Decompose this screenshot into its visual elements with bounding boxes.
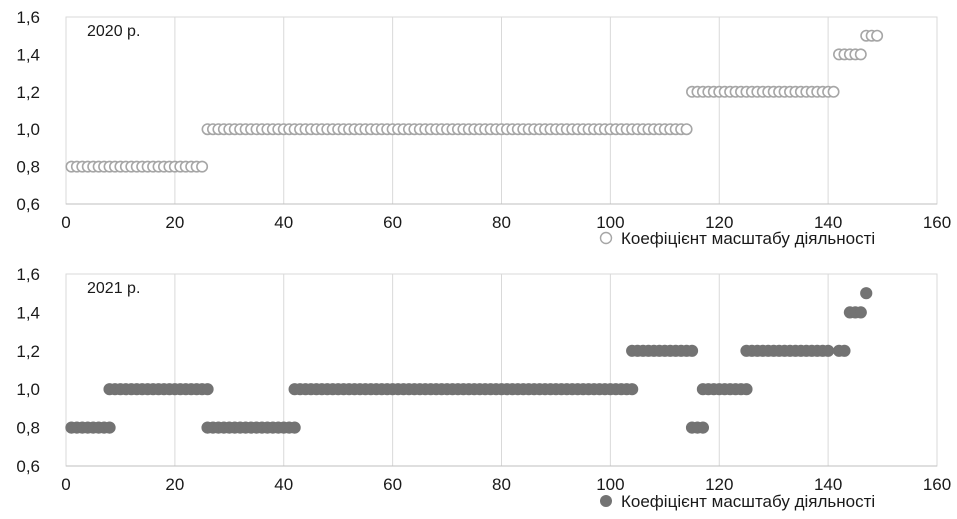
panel-2-x-tick-label: 0: [61, 475, 70, 494]
panel-2-data-point: [288, 421, 301, 434]
panel-2-y-tick-label: 1,2: [16, 342, 40, 361]
panel-1-x-tick-label: 120: [705, 213, 733, 232]
panel-2-x-tick-label: 120: [705, 475, 733, 494]
panel-1-y-tick-label: 1,4: [16, 45, 40, 64]
panel-2-data-point: [696, 421, 710, 434]
panel-2-x-tick-label: 20: [165, 475, 184, 494]
panel-2-data-point: [201, 383, 214, 396]
panel-1-legend-marker: [599, 231, 613, 245]
panel-2-y-tick-label: 0,6: [16, 457, 40, 476]
panel-2-data-point: [103, 421, 116, 434]
panel-1-data-point: [854, 48, 867, 61]
panel-2-data-point: [626, 383, 639, 396]
panel-1-data-point: [871, 29, 884, 42]
panel-1-x-tick-label: 20: [165, 213, 184, 232]
panel-2-y-tick-label: 1,6: [16, 265, 40, 284]
panel-1-y-tick-label: 1,6: [16, 8, 40, 27]
panel-2-x-tick-label: 60: [383, 475, 402, 494]
panel-2-data-point: [860, 287, 873, 300]
panel-2-x-tick-label: 100: [596, 475, 624, 494]
panel-2-y-tick-label: 0,8: [16, 419, 40, 438]
panel-2-legend-marker: [600, 495, 612, 507]
panel-1-x-tick-label: 0: [61, 213, 70, 232]
panel-2-x-tick-label: 140: [814, 475, 842, 494]
panel-1-x-tick-label: 160: [923, 213, 951, 232]
panel-1-x-tick-label: 40: [274, 213, 293, 232]
panel-2-data-point: [838, 344, 851, 357]
panel-1-data-point: [196, 160, 209, 173]
panel-1-legend-label: Коефіцієнт масштабу діяльності: [621, 229, 875, 248]
panel-2-data-point: [822, 344, 835, 357]
panel-2-y-tick-label: 1,4: [16, 303, 40, 322]
panel-1-x-tick-label: 100: [596, 213, 624, 232]
panel-2-x-tick-label: 80: [492, 475, 511, 494]
panel-1-y-tick-label: 0,6: [16, 195, 40, 214]
panel-1-panel-label: 2020 р.: [87, 23, 140, 40]
panel-1-data-point: [680, 123, 693, 136]
panel-2-data-point: [740, 383, 753, 396]
panel-2-legend-label: Коефіцієнт масштабу діяльності: [621, 492, 875, 511]
panel-2-data-point: [854, 306, 867, 319]
panel-2-data-point: [685, 344, 699, 357]
panel-1-y-tick-label: 1,2: [16, 83, 40, 102]
panel-1-y-tick-label: 0,8: [16, 158, 40, 177]
panel-1-y-tick-label: 1,0: [16, 120, 40, 139]
panel-1-data-point: [827, 85, 840, 98]
panel-2-x-tick-label: 40: [274, 475, 293, 494]
panel-1-x-tick-label: 140: [814, 213, 842, 232]
panel-2-y-tick-label: 1,0: [16, 380, 40, 399]
panel-1-x-tick-label: 60: [383, 213, 402, 232]
panel-1-x-tick-label: 80: [492, 213, 511, 232]
panel-2-panel-label: 2021 р.: [87, 280, 140, 297]
panel-2-x-tick-label: 160: [923, 475, 951, 494]
